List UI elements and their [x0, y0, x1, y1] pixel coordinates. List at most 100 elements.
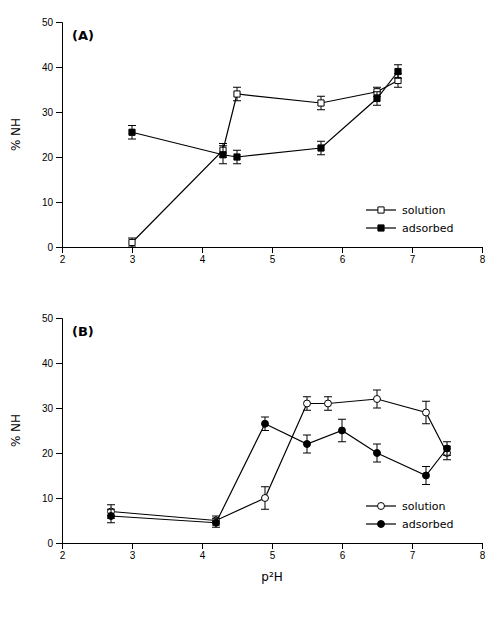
error-bar — [233, 87, 241, 101]
error-bar-cap — [233, 163, 241, 164]
legend-entry: solution — [366, 204, 446, 217]
error-bar-cap — [373, 408, 381, 409]
tick: 10 — [42, 197, 62, 208]
line — [111, 399, 447, 521]
legend-marker — [378, 521, 385, 528]
tick-label: 7 — [410, 550, 416, 561]
error-bar-cap — [422, 466, 430, 467]
tick-mark — [56, 408, 62, 409]
tick-mark — [202, 543, 203, 549]
tick-mark — [56, 67, 62, 68]
error-bar-cap — [107, 504, 115, 505]
line — [132, 72, 398, 158]
marker — [304, 441, 311, 448]
tick: 7 — [410, 247, 416, 265]
tick-label: 20 — [42, 448, 54, 459]
error-bar — [317, 141, 325, 155]
series — [107, 417, 451, 527]
tick: 4 — [200, 247, 206, 265]
tick: 8 — [480, 247, 486, 265]
tick-label: 0 — [47, 242, 53, 253]
y-axis: 01020304050 — [42, 313, 63, 549]
error-bar — [422, 401, 430, 424]
tick-mark — [56, 363, 62, 364]
error-bar-cap — [317, 96, 325, 97]
legend: solutionadsorbed — [366, 204, 453, 235]
error-bar-cap — [317, 141, 325, 142]
tick-label: 20 — [42, 152, 54, 163]
marker — [304, 400, 311, 407]
marker — [220, 152, 226, 158]
error-bar — [233, 150, 241, 164]
error-bar — [107, 509, 115, 523]
tick-mark — [56, 157, 62, 158]
marker — [423, 409, 430, 416]
tick-mark — [56, 202, 62, 203]
tick-label: 50 — [42, 17, 54, 28]
legend-entry: solution — [366, 500, 446, 513]
tick: 5 — [270, 543, 276, 561]
series — [128, 74, 402, 247]
tick-label: 10 — [42, 493, 54, 504]
tick-mark — [56, 453, 62, 454]
tick-mark — [412, 247, 413, 253]
tick-label: 8 — [480, 550, 486, 561]
tick-mark — [56, 498, 62, 499]
error-bar — [128, 126, 136, 140]
error-bar-cap — [303, 410, 311, 411]
axis-line — [56, 23, 63, 248]
plot-area — [107, 390, 451, 527]
tick-label: 8 — [480, 254, 486, 265]
tick: 5 — [270, 247, 276, 265]
tick-label: 50 — [42, 313, 54, 324]
error-bar-cap — [233, 150, 241, 151]
error-bar-cap — [324, 410, 332, 411]
tick-mark — [56, 543, 62, 544]
error-bar-cap — [107, 509, 115, 510]
error-bar-cap — [128, 125, 136, 126]
error-bar-cap — [107, 522, 115, 523]
x-axis-title: p²H — [261, 570, 282, 584]
error-bar — [324, 397, 332, 411]
tick-label: 2 — [60, 254, 66, 265]
marker — [213, 519, 220, 526]
tick-mark — [56, 318, 62, 319]
error-bar-cap — [261, 430, 269, 431]
error-bar-cap — [394, 87, 402, 88]
error-bar-cap — [394, 78, 402, 79]
legend-entry: adsorbed — [366, 518, 453, 531]
marker — [234, 154, 240, 160]
tick-label: 4 — [200, 254, 206, 265]
error-bar — [261, 417, 269, 431]
marker — [234, 91, 240, 97]
tick: 3 — [130, 543, 136, 561]
error-bar-cap — [303, 435, 311, 436]
marker — [395, 68, 401, 74]
marker — [129, 239, 135, 245]
tick-label: 10 — [42, 197, 54, 208]
tick-mark — [56, 247, 62, 248]
tick: 4 — [200, 543, 206, 561]
tick: 0 — [47, 538, 62, 549]
tick: 40 — [42, 62, 62, 73]
error-bar-cap — [394, 64, 402, 65]
legend-label: solution — [402, 500, 446, 513]
legend-label: adsorbed — [402, 518, 453, 531]
error-bar-cap — [373, 390, 381, 391]
y-axis-title: % NH — [9, 118, 23, 151]
tick: 8 — [480, 543, 486, 561]
tick: 6 — [340, 543, 346, 561]
error-bar-cap — [443, 455, 451, 456]
plot-area — [128, 65, 402, 247]
error-bar — [394, 65, 402, 79]
tick-mark — [202, 247, 203, 253]
error-bar — [128, 238, 136, 247]
error-bar-cap — [324, 396, 332, 397]
tick-label: 0 — [47, 538, 53, 549]
marker — [262, 420, 269, 427]
x-axis: 2345678 — [60, 247, 486, 265]
panel-label: (B) — [72, 324, 94, 339]
tick-mark — [272, 543, 273, 549]
marker — [108, 513, 115, 520]
y-axis-title: % NH — [9, 414, 23, 447]
